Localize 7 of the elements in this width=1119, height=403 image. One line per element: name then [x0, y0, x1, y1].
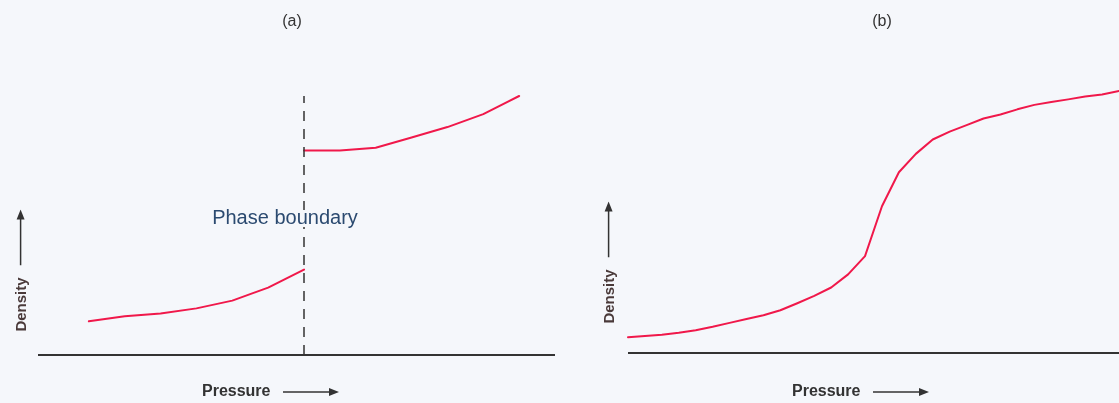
y-axis-title: Density	[599, 267, 617, 324]
x-axis-title: Pressure	[202, 382, 272, 400]
x-axis-title: Pressure	[792, 382, 862, 400]
text: Phase boundary	[212, 206, 358, 228]
chart-title: (a)	[281, 12, 303, 30]
y-axis-title: Density	[11, 275, 29, 332]
chart-title: (b)	[871, 12, 893, 30]
